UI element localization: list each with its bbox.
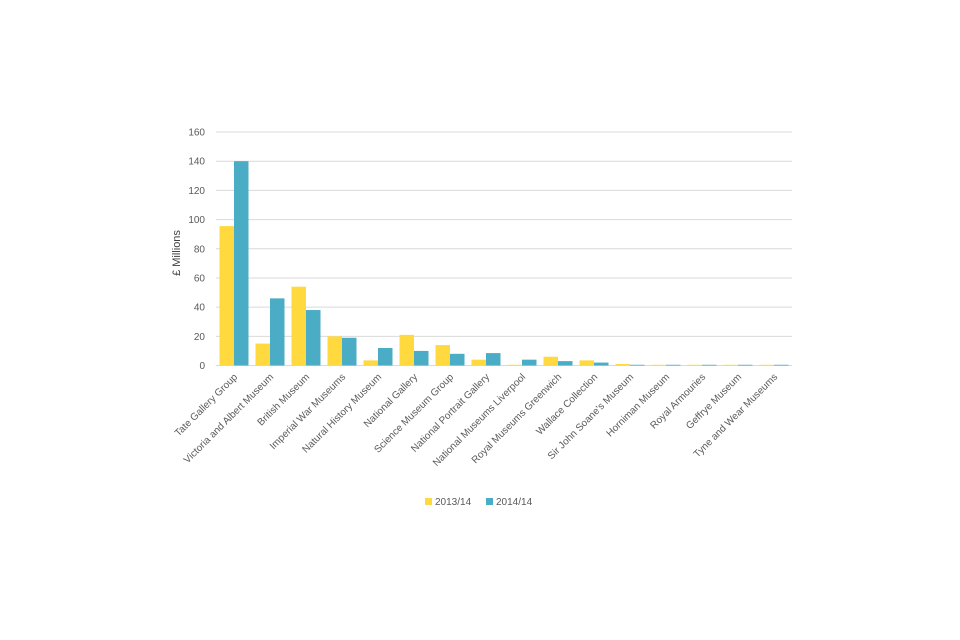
bar-series-2 <box>558 361 573 366</box>
bar-series-1 <box>615 364 630 366</box>
bar-series-1 <box>219 226 234 366</box>
y-tick-label: 160 <box>188 128 205 139</box>
bar-series-1 <box>363 360 378 366</box>
y-tick-label: 0 <box>199 361 205 372</box>
bar-series-2 <box>630 364 645 366</box>
y-axis-ticks: 0 20 40 60 80 100 120 140 160 <box>188 128 205 373</box>
y-axis-title: £ Millions <box>171 230 183 276</box>
y-tick-label: 20 <box>194 332 206 343</box>
bar-series-2 <box>342 337 357 366</box>
bar-series-2 <box>234 161 249 366</box>
bar-series-1 <box>579 360 594 366</box>
bar-series-1 <box>651 364 666 366</box>
x-category-label: Tate Gallery Group <box>173 372 240 439</box>
y-tick-label: 120 <box>188 186 205 197</box>
bar-series-2 <box>774 364 789 366</box>
y-tick-label: 140 <box>188 157 205 168</box>
bar-series-1 <box>399 334 414 366</box>
legend-swatch <box>425 498 432 505</box>
y-tick-label: 100 <box>188 215 205 226</box>
bars <box>219 161 789 366</box>
bar-series-1 <box>435 345 450 366</box>
bar-series-1 <box>759 364 774 366</box>
bar-series-2 <box>414 350 429 366</box>
legend: 2013/14 2014/14 <box>425 497 533 508</box>
bar-series-1 <box>687 364 702 366</box>
y-tick-label: 40 <box>194 303 206 314</box>
bar-series-1 <box>543 356 558 366</box>
bar-series-2 <box>522 359 537 366</box>
bar-series-1 <box>507 364 522 366</box>
legend-label: 2014/14 <box>496 497 533 508</box>
bar-series-2 <box>486 353 501 366</box>
x-category-label: Horniman Museum <box>605 372 673 440</box>
x-category-label: Wallace Collection <box>534 372 600 438</box>
bar-series-2 <box>666 364 681 366</box>
bar-series-2 <box>450 353 465 366</box>
bar-series-1 <box>291 286 306 366</box>
bar-series-2 <box>738 364 753 366</box>
y-tick-label: 60 <box>194 273 206 284</box>
bar-series-1 <box>471 359 486 366</box>
legend-swatch <box>486 498 493 505</box>
bar-series-2 <box>306 310 321 366</box>
bar-series-2 <box>702 364 717 366</box>
bar-series-1 <box>255 343 270 366</box>
bar-series-1 <box>723 364 738 366</box>
bar-series-2 <box>378 347 393 366</box>
bar-series-2 <box>594 362 609 366</box>
legend-label: 2013/14 <box>435 497 472 508</box>
y-tick-label: 80 <box>194 244 206 255</box>
bar-series-1 <box>327 336 342 366</box>
bar-series-2 <box>270 298 285 366</box>
